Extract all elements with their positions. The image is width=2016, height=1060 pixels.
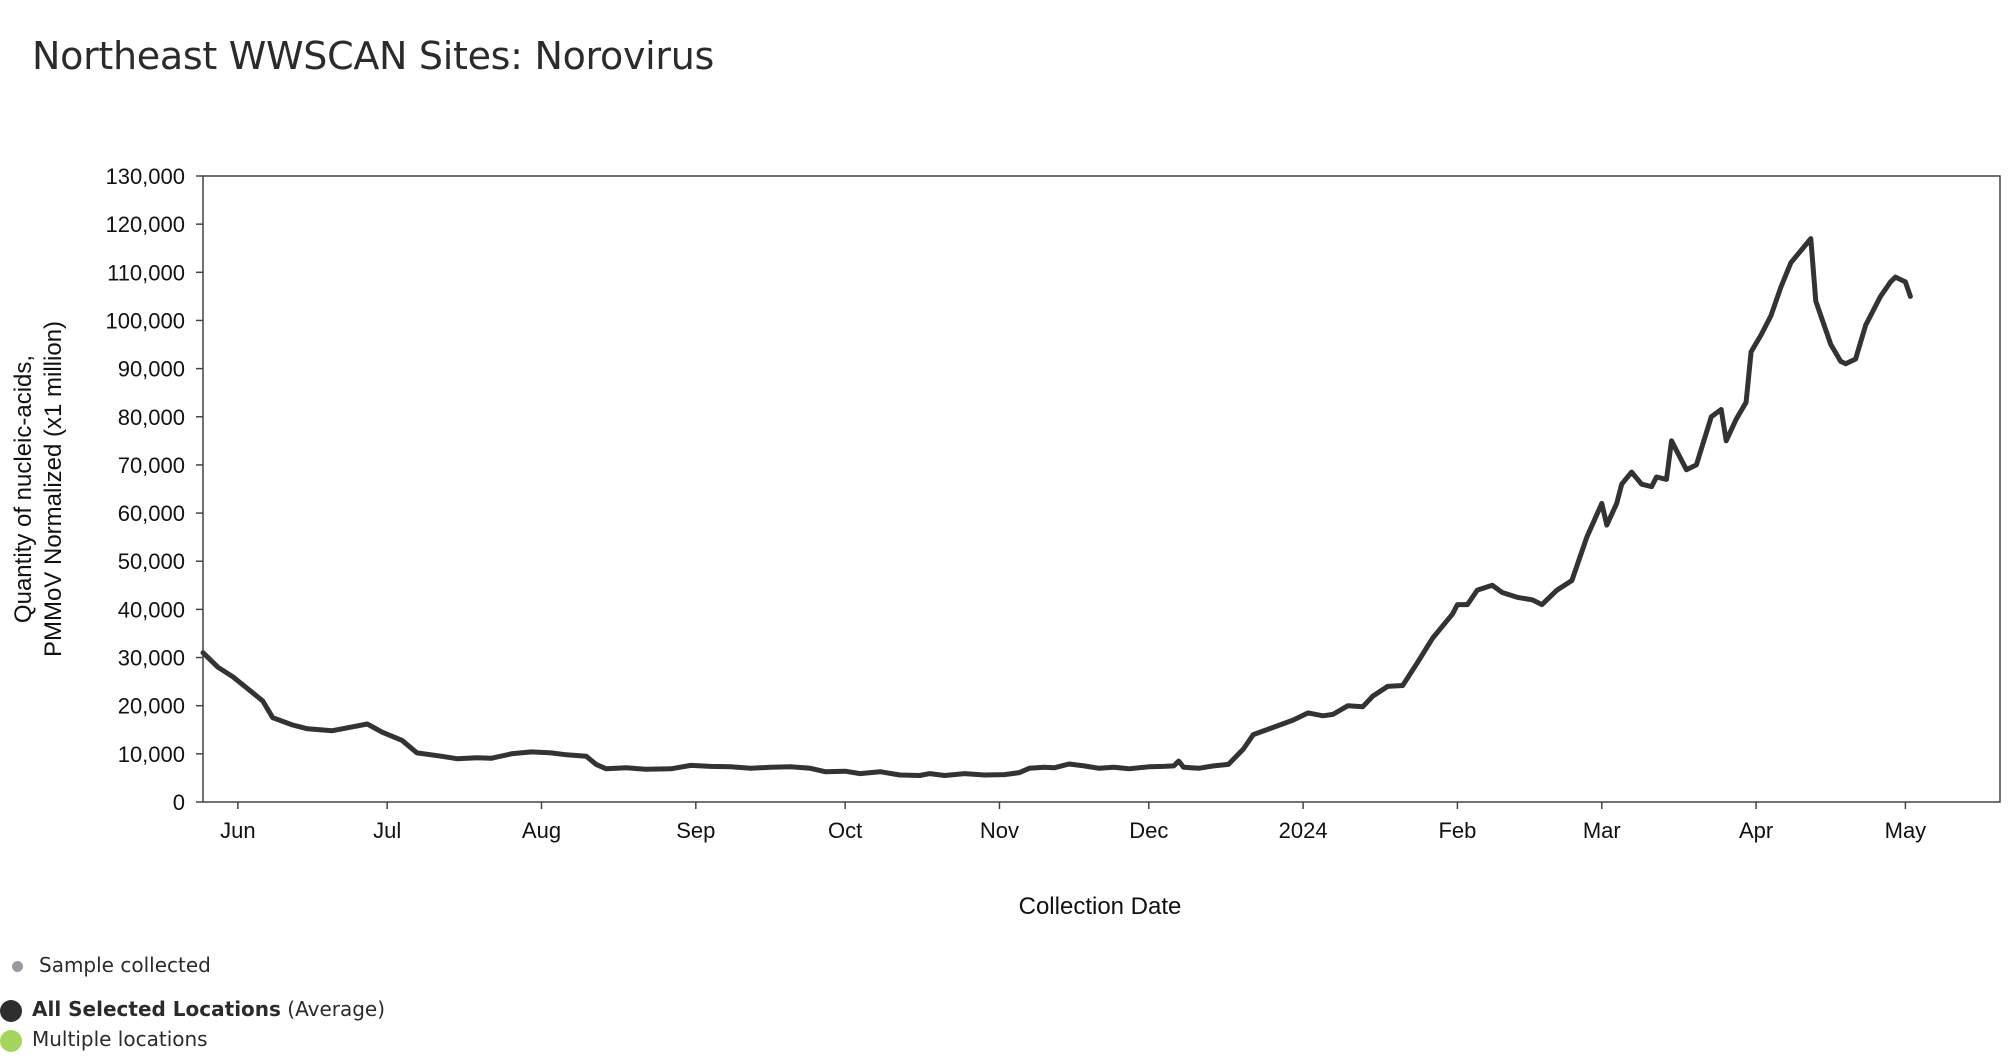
y-tick-label: 0: [173, 790, 185, 815]
y-tick-label: 20,000: [118, 694, 185, 719]
x-tick-label: May: [1885, 818, 1927, 843]
y-tick-label: 40,000: [118, 597, 185, 622]
chart-title: Northeast WWSCAN Sites: Norovirus: [32, 34, 715, 78]
legend-label-sample: Sample collected: [39, 953, 211, 977]
multiple-locations-dot-icon: [0, 1029, 22, 1052]
legend-label-avg-bold: All Selected Locations: [32, 997, 281, 1021]
y-axis-label-line-1: Quantity of nucleic-acids,: [10, 355, 37, 623]
x-tick-label: 2024: [1279, 818, 1328, 843]
x-tick-label: Apr: [1739, 818, 1773, 843]
x-tick-label: Jun: [220, 818, 255, 843]
series-line-all-selected-locations: [200, 236, 1913, 778]
y-tick-label: 60,000: [118, 501, 185, 526]
x-tick-label: Sep: [676, 818, 715, 843]
x-tick-label: Dec: [1129, 818, 1168, 843]
y-tick-label: 130,000: [105, 164, 185, 189]
sample-dot-icon: [12, 961, 23, 972]
x-tick-label: Mar: [1583, 818, 1621, 843]
y-tick-label: 70,000: [118, 453, 185, 478]
x-tick-label: Oct: [828, 818, 862, 843]
y-tick-label: 10,000: [118, 742, 185, 767]
legend-item-sample-collected: Sample collected: [12, 953, 211, 977]
y-tick-label: 90,000: [118, 357, 185, 382]
y-tick-label: 80,000: [118, 405, 185, 430]
y-axis-label-line-2: PMMoV Normalized (x1 million): [40, 321, 67, 657]
x-tick-label: Feb: [1438, 818, 1476, 843]
average-dot-icon: [0, 999, 22, 1022]
x-tick-label: Aug: [522, 818, 561, 843]
y-tick-label: 100,000: [105, 308, 185, 333]
y-tick-label: 110,000: [107, 260, 185, 285]
x-tick-label: Jul: [373, 818, 401, 843]
legend-item-all-selected-locations[interactable]: All Selected Locations (Average): [0, 997, 385, 1022]
legend-label-multi: Multiple locations: [32, 1027, 208, 1051]
x-tick-label: Nov: [980, 818, 1019, 843]
y-tick-label: 120,000: [105, 212, 185, 237]
legend-label-avg-rest: (Average): [287, 997, 386, 1021]
plot-area-frame: [202, 175, 2001, 803]
x-axis-label: Collection Date: [1019, 893, 1182, 920]
legend-item-multiple-locations[interactable]: Multiple locations: [0, 1027, 208, 1052]
y-tick-label: 30,000: [118, 646, 185, 671]
y-tick-label: 50,000: [118, 549, 185, 574]
